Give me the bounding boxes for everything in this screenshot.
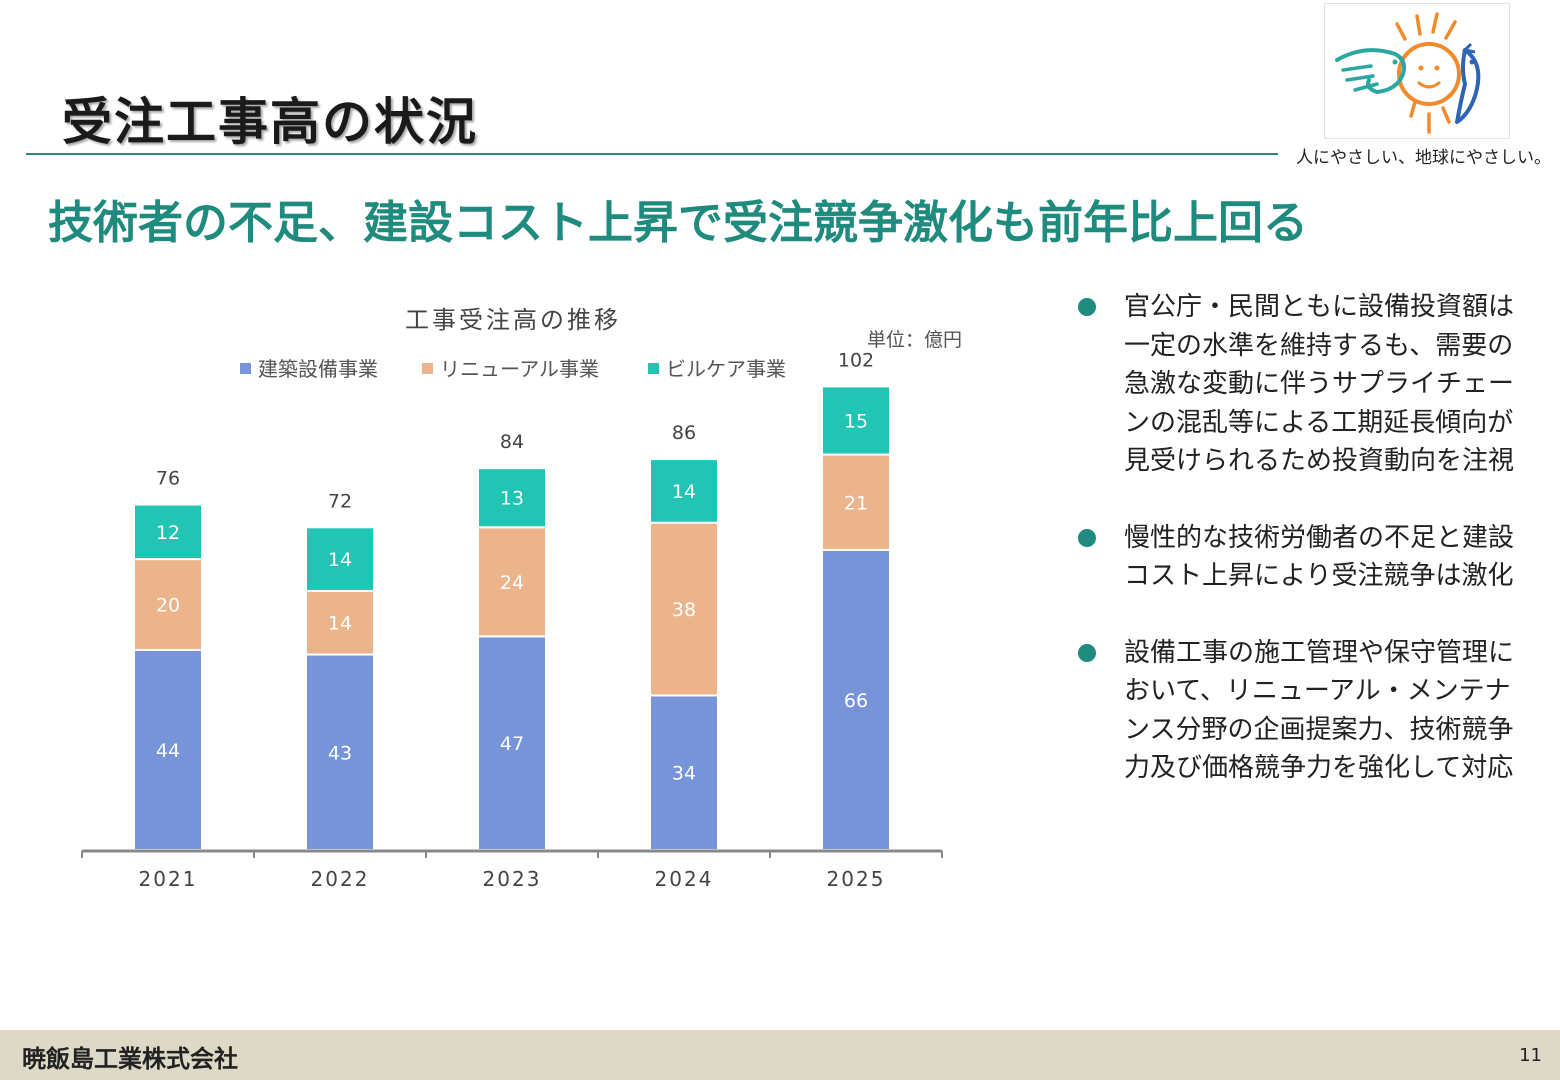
bar-total-label: 86 xyxy=(672,422,696,444)
x-tick-label: 2021 xyxy=(139,867,198,891)
bar-segment xyxy=(649,521,719,697)
bar-segment xyxy=(477,635,547,852)
bullet-text: 官公庁・民間ともに設備投資額は一定の水準を維持するも、需要の急激な変動に伴うサプ… xyxy=(1124,292,1515,476)
bar-segment xyxy=(477,526,547,638)
page-number: 11 xyxy=(1519,1045,1542,1066)
bar-value-label: 13 xyxy=(500,488,524,510)
slide-title: 受注工事高の状況 xyxy=(62,93,478,151)
bar-segment xyxy=(133,503,203,561)
bullet-dot-icon xyxy=(1078,643,1096,662)
bar-value-label: 43 xyxy=(328,742,352,764)
legend-swatch xyxy=(422,363,433,374)
footer-bar: 暁飯島工業株式会社 11 xyxy=(0,1030,1560,1080)
bar-segment xyxy=(649,694,719,852)
bar-total-label: 84 xyxy=(500,431,524,453)
bullet-item: 官公庁・民間ともに設備投資額は一定の水準を維持するも、需要の急激な変動に伴うサプ… xyxy=(1078,288,1528,481)
chart-unit-label: 単位：億円 xyxy=(867,329,962,351)
x-tick-label: 2023 xyxy=(483,867,542,891)
legend-swatch xyxy=(648,363,659,374)
bullet-item: 慢性的な技術労働者の不足と建設コスト上昇により受注競争は激化 xyxy=(1078,519,1528,596)
bar-value-label: 12 xyxy=(156,522,180,544)
bar-value-label: 15 xyxy=(844,410,868,432)
bar-segment xyxy=(821,385,891,456)
bar-segment xyxy=(821,549,891,851)
x-tick-label: 2024 xyxy=(655,867,714,891)
x-tick-label: 2025 xyxy=(827,867,886,891)
bar-value-label: 34 xyxy=(672,763,696,785)
company-name: 暁飯島工業株式会社 xyxy=(22,1044,238,1073)
bullet-list: 官公庁・民間ともに設備投資額は一定の水準を維持するも、需要の急激な変動に伴うサプ… xyxy=(1078,288,1528,826)
legend-label: ビルケア事業 xyxy=(666,357,786,381)
legend-label: リニューアル事業 xyxy=(440,357,599,381)
bar-segment xyxy=(305,653,375,851)
bird-sun-fish-logo-icon xyxy=(1335,12,1481,134)
bullet-text: 慢性的な技術労働者の不足と建設コスト上昇により受注競争は激化 xyxy=(1124,522,1515,592)
slide-subtitle: 技術者の不足、建設コスト上昇で受注競争激化も前年比上回る xyxy=(48,196,1309,249)
bar-segment xyxy=(649,458,719,524)
bar-value-label: 20 xyxy=(156,595,180,617)
bullet-dot-icon xyxy=(1078,528,1096,547)
bullet-item: 設備工事の施工管理や保守管理において、リニューアル・メンテナンス分野の企画提案力… xyxy=(1078,634,1528,788)
bullet-text: 設備工事の施工管理や保守管理において、リニューアル・メンテナンス分野の企画提案力… xyxy=(1124,637,1515,784)
bar-value-label: 14 xyxy=(672,481,696,503)
legend-swatch xyxy=(240,363,251,374)
bar-value-label: 47 xyxy=(500,733,524,755)
bar-value-label: 66 xyxy=(844,690,868,712)
bar-segment xyxy=(305,589,375,656)
legend-label: 建築設備事業 xyxy=(258,357,378,381)
bar-total-label: 76 xyxy=(156,468,180,490)
bar-value-label: 24 xyxy=(500,572,524,594)
bar-total-label: 72 xyxy=(328,490,352,512)
title-divider xyxy=(26,153,1278,155)
bar-segment xyxy=(133,558,203,651)
bar-value-label: 14 xyxy=(328,613,352,635)
bar-value-label: 21 xyxy=(844,492,868,514)
bullet-dot-icon xyxy=(1078,298,1096,316)
company-tagline: 人にやさしい、地球にやさしい。 xyxy=(1296,148,1551,168)
bar-segment xyxy=(477,467,547,529)
bar-segment xyxy=(821,453,891,551)
bar-value-label: 38 xyxy=(672,599,696,621)
company-logo xyxy=(1324,3,1510,139)
bar-value-label: 44 xyxy=(156,740,180,762)
chart-title: 工事受注高の推移 xyxy=(405,306,621,334)
x-tick-label: 2022 xyxy=(311,867,370,891)
bar-total-label: 102 xyxy=(838,349,874,371)
bar-value-label: 14 xyxy=(328,549,352,571)
bar-segment xyxy=(305,526,375,592)
